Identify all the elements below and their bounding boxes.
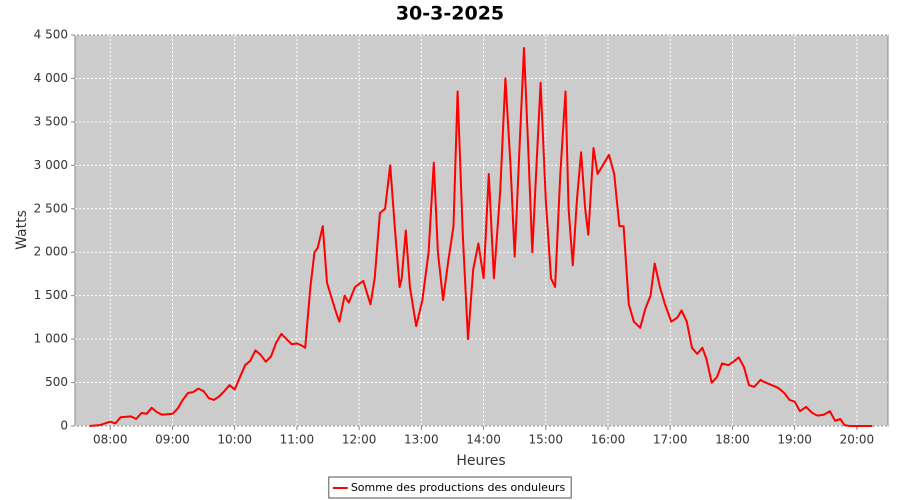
y-tick-label: 4 000 — [34, 71, 68, 85]
legend-label: Somme des productions des onduleurs — [351, 481, 566, 494]
series-line — [89, 47, 873, 427]
x-tick-label: 16:00 — [591, 433, 626, 447]
x-tick-label: 15:00 — [528, 433, 563, 447]
x-tick-label: 08:00 — [93, 433, 128, 447]
x-tick-label: 10:00 — [217, 433, 252, 447]
y-tick-label: 4 500 — [34, 28, 68, 42]
y-tick-label: 0 — [60, 419, 68, 433]
legend: Somme des productions des onduleurs — [328, 476, 572, 499]
x-tick-label: 13:00 — [404, 433, 439, 447]
plot-area — [74, 34, 889, 427]
y-tick-label: 500 — [45, 375, 68, 389]
x-tick-label: 20:00 — [840, 433, 875, 447]
x-tick-label: 14:00 — [466, 433, 501, 447]
chart-title: 30-3-2025 — [396, 3, 504, 25]
x-tick-label: 11:00 — [280, 433, 315, 447]
y-tick-label: 1 500 — [34, 288, 68, 302]
x-tick-label: 12:00 — [342, 433, 377, 447]
x-tick-label: 17:00 — [653, 433, 688, 447]
y-tick-label: 3 500 — [34, 114, 68, 128]
x-tick-label: 18:00 — [715, 433, 750, 447]
y-tick-label: 2 500 — [34, 201, 68, 215]
x-tick-label: 19:00 — [777, 433, 812, 447]
legend-box — [328, 476, 572, 499]
x-axis-label: Heures — [456, 453, 505, 469]
y-axis-label: Watts — [14, 210, 30, 250]
y-tick-label: 2 000 — [34, 245, 68, 259]
y-tick-label: 1 000 — [34, 332, 68, 346]
y-tick-label: 3 000 — [34, 158, 68, 172]
x-tick-label: 09:00 — [155, 433, 190, 447]
